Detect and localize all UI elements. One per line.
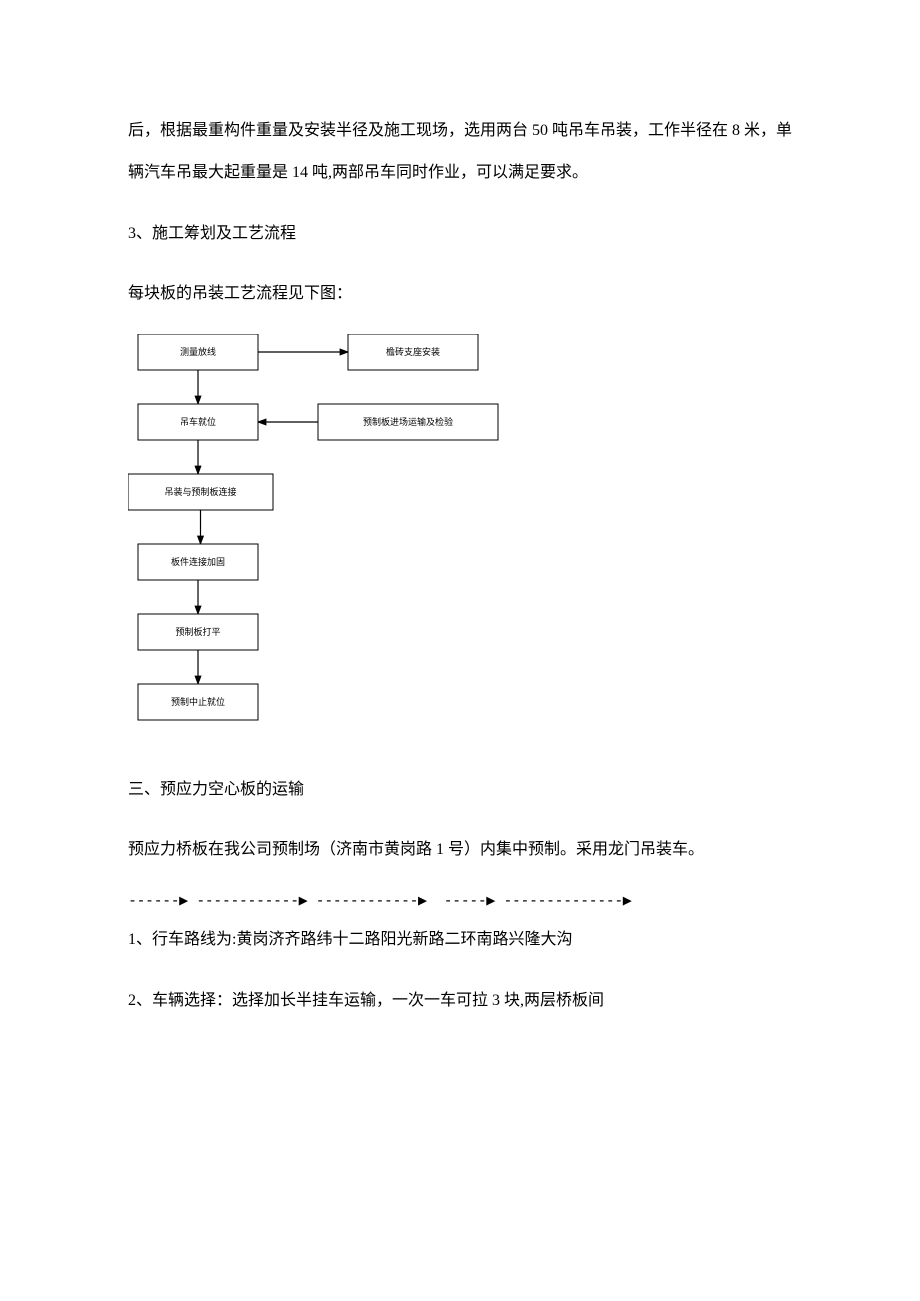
paragraph-1: 后，根据最重构件重量及安装半径及施工现场，选用两台 50 吨吊车吊装，工作半径在… [128, 110, 792, 193]
paragraph-route: 1、行车路线为:黄岗济齐路纬十二路阳光新路二环南路兴隆大沟 [128, 919, 792, 961]
paragraph-3: 预应力桥板在我公司预制场（济南市黄岗路 1 号）内集中预制。采用龙门吊装车。 [128, 829, 792, 871]
paragraph-flow-intro: 每块板的吊装工艺流程见下图： [128, 273, 792, 315]
flowchart-node-label: 预制板打平 [175, 626, 220, 637]
flowchart-node-label: 吊车就位 [180, 416, 216, 427]
heading-section-3: 3、施工筹划及工艺流程 [128, 213, 792, 255]
flowchart-node-label: 吊装与预制板连接 [164, 486, 236, 497]
heading-section-san: 三、预应力空心板的运输 [128, 769, 792, 811]
flowchart-node-label: 板件连接加固 [171, 556, 225, 567]
flowchart-node-label: 测量放线 [180, 346, 216, 357]
document-page: 后，根据最重构件重量及安装半径及施工现场，选用两台 50 吨吊车吊装，工作半径在… [0, 0, 920, 1122]
paragraph-vehicle: 2、车辆选择：选择加长半挂车运输，一次一车可拉 3 块,两层桥板间 [128, 980, 792, 1022]
flowchart-node-label: 檐砖支座安装 [386, 346, 440, 357]
flowchart-diagram: 测量放线 檐砖支座安装吊车就位 预制板进场运输及检验吊装与预制板连接板件连接加固预制… [128, 334, 792, 739]
flowchart-node-label: 预制中止就位 [171, 696, 225, 707]
flowchart-svg: 测量放线 檐砖支座安装吊车就位 预制板进场运输及检验吊装与预制板连接板件连接加固预制… [128, 334, 528, 734]
flowchart-node-label: 预制板进场运输及检验 [363, 416, 453, 427]
arrow-route-line: ------▶ ------------▶ ------------▶ ----… [128, 891, 792, 909]
